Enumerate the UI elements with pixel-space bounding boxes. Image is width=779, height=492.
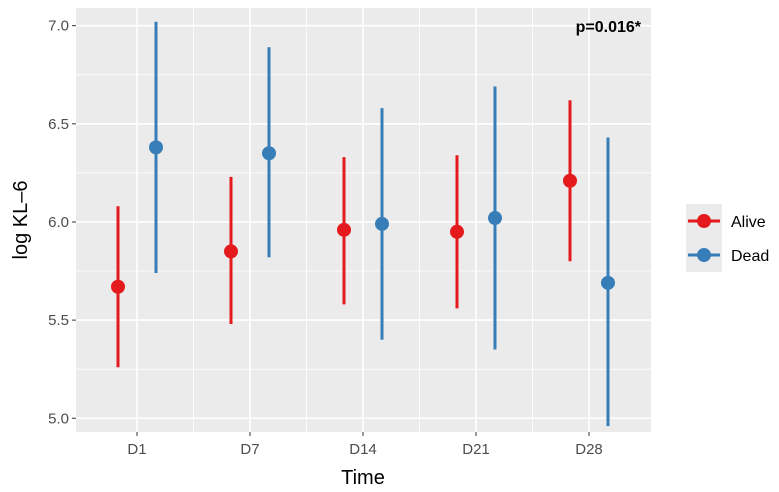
legend-label-dead: Dead [731, 248, 769, 265]
legend: Alive Dead [686, 204, 769, 272]
data-point-dead [601, 275, 615, 290]
data-layer [111, 21, 615, 427]
data-point-dead [488, 211, 502, 226]
grid-lines [76, 8, 651, 432]
data-point-alive [337, 222, 351, 237]
data-point-alive [111, 279, 125, 294]
y-tick-label: 7.0 [48, 18, 69, 35]
p-value-annotation: p=0.016* [576, 19, 642, 36]
x-tick-label: D14 [349, 441, 377, 458]
data-point-dead [149, 140, 163, 155]
axes: 5.0 5.5 6.0 6.5 7.0 D1 D7 D14 D21 D28 [48, 18, 603, 458]
y-tick-label: 6.0 [48, 214, 69, 231]
y-tick-label: 5.5 [48, 312, 69, 329]
y-tick-label: 6.5 [48, 116, 69, 133]
x-tick-label: D21 [462, 441, 490, 458]
y-tick-label: 5.0 [48, 410, 69, 427]
legend-key-point [697, 248, 711, 262]
data-point-alive [224, 244, 238, 259]
x-axis-title: Time [341, 467, 385, 487]
x-tick-label: D28 [575, 441, 603, 458]
data-point-dead [375, 216, 389, 231]
y-axis-title: log KL–6 [10, 181, 32, 260]
legend-key-point [697, 214, 711, 228]
x-tick-label: D1 [127, 441, 146, 458]
x-tick-label: D7 [240, 441, 259, 458]
data-point-dead [262, 146, 276, 161]
legend-label-alive: Alive [731, 214, 766, 231]
data-point-alive [450, 224, 464, 239]
data-point-alive [563, 173, 577, 188]
